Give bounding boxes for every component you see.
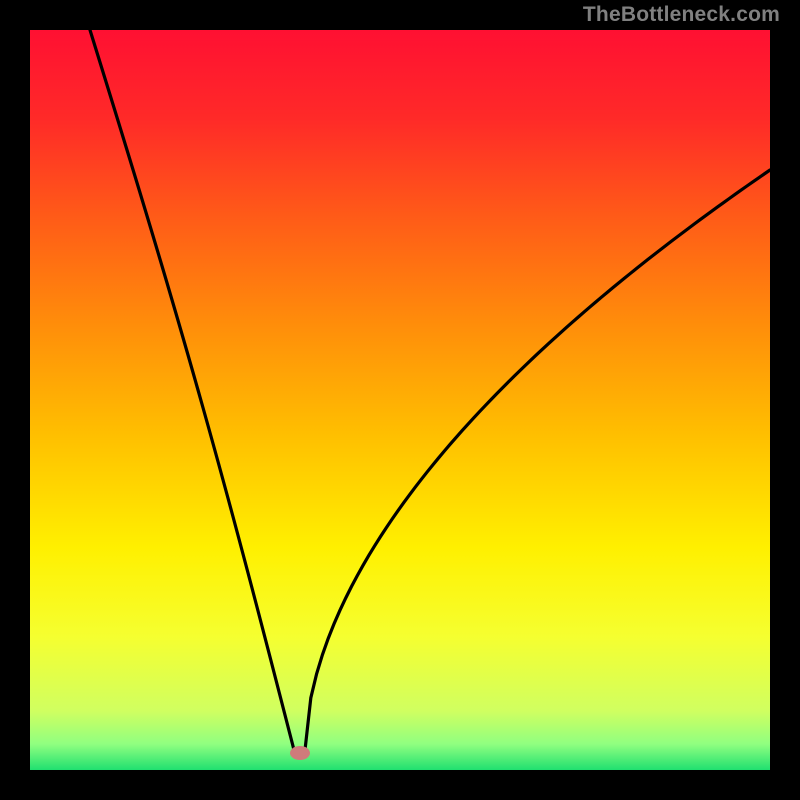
plot-svg — [30, 30, 770, 770]
plot-area — [30, 30, 770, 770]
watermark-text: TheBottleneck.com — [583, 3, 780, 27]
chart-frame: TheBottleneck.com — [0, 0, 800, 800]
gradient-background — [30, 30, 770, 770]
valley-marker — [290, 746, 310, 760]
